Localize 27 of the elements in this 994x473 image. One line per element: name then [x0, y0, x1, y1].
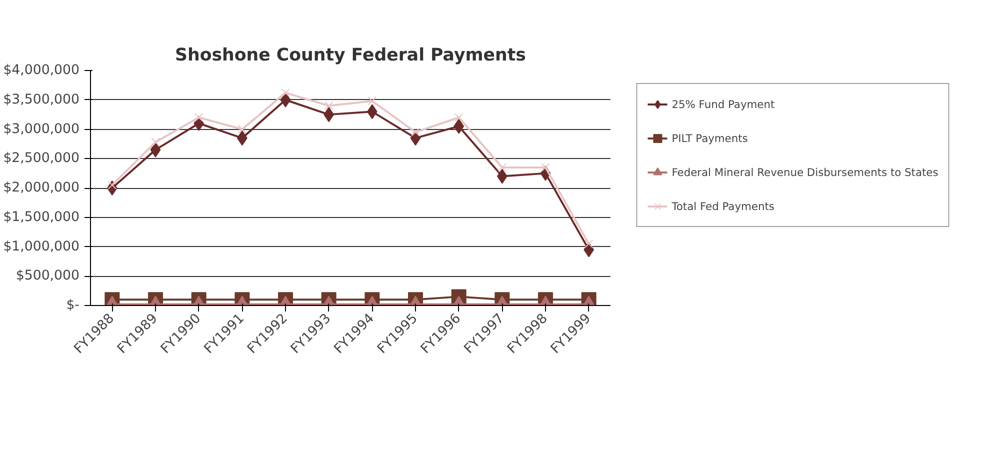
y-tick-label: $1,000,000	[3, 239, 80, 254]
point	[150, 142, 161, 158]
y-tick-label: $1,500,000	[3, 210, 80, 225]
chart-title: Shoshone County Federal Payments	[175, 46, 526, 66]
point	[498, 163, 507, 172]
y-tick-label: $2,500,000	[3, 151, 80, 166]
y-tick-label: $4,000,000	[3, 63, 80, 78]
point	[194, 113, 204, 122]
legend-label: 25% Fund Payment	[672, 98, 775, 110]
y-tick-label: $3,000,000	[3, 122, 80, 137]
point	[324, 101, 334, 110]
y-tick-label: $2,000,000	[3, 180, 80, 196]
legend-label: Total Fed Payments	[672, 200, 774, 212]
y-tick-label: $500,000	[16, 268, 80, 284]
point	[281, 88, 290, 98]
y-tick-label: $3,500,000	[3, 92, 80, 108]
y-tick-label: $-	[66, 298, 80, 313]
point	[238, 124, 247, 134]
point	[411, 128, 420, 137]
point	[368, 96, 377, 106]
legend-label: PILT Payments	[672, 132, 748, 144]
legend-label: Federal Mineral Revenue Disbursements to States	[672, 166, 938, 178]
point	[584, 239, 594, 248]
point	[280, 92, 291, 108]
point	[454, 113, 464, 122]
point	[541, 163, 550, 172]
point	[151, 138, 160, 147]
